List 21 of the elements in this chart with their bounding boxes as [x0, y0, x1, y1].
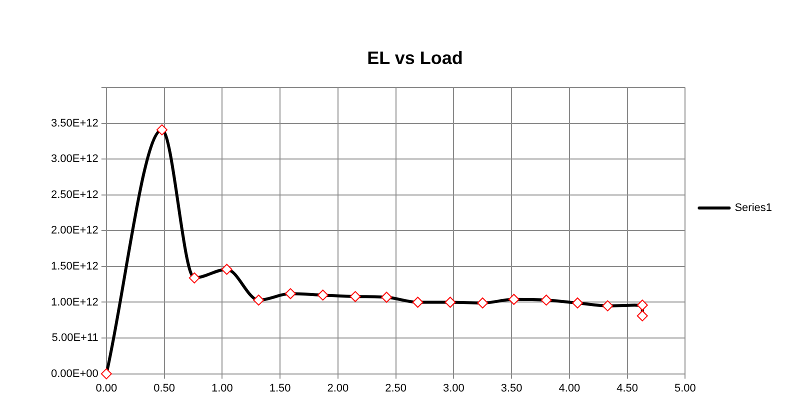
- y-tick-label: 3.00E+12: [51, 153, 98, 166]
- x-tick-label: 5.00: [674, 382, 696, 394]
- x-tick-label: 3.00: [442, 382, 464, 394]
- x-tick-label: 1.50: [269, 382, 291, 394]
- y-tick-label: 0.00E+00: [51, 368, 98, 380]
- x-tick-label: 4.00: [558, 382, 580, 394]
- y-tick-label: 3.50E+12: [51, 117, 98, 130]
- y-tick-label: 2.00E+12: [51, 224, 98, 237]
- x-tick-label: 1.00: [211, 382, 233, 394]
- y-tick-label: 2.50E+12: [51, 188, 98, 201]
- x-tick-label: 0.50: [154, 382, 175, 394]
- y-tick-label: 1.00E+12: [51, 296, 98, 308]
- x-tick-label: 2.00: [327, 382, 349, 394]
- x-tick-label: 4.50: [616, 382, 638, 394]
- x-tick-label: 2.50: [385, 382, 407, 394]
- y-tick-label: 1.50E+12: [51, 260, 98, 273]
- x-tick-label: 0.00: [96, 382, 118, 394]
- legend-label: Series1: [734, 202, 772, 214]
- chart-title: EL vs Load: [367, 48, 463, 68]
- y-tick-label: 5.00E+11: [52, 332, 98, 344]
- x-tick-label: 3.50: [500, 382, 522, 394]
